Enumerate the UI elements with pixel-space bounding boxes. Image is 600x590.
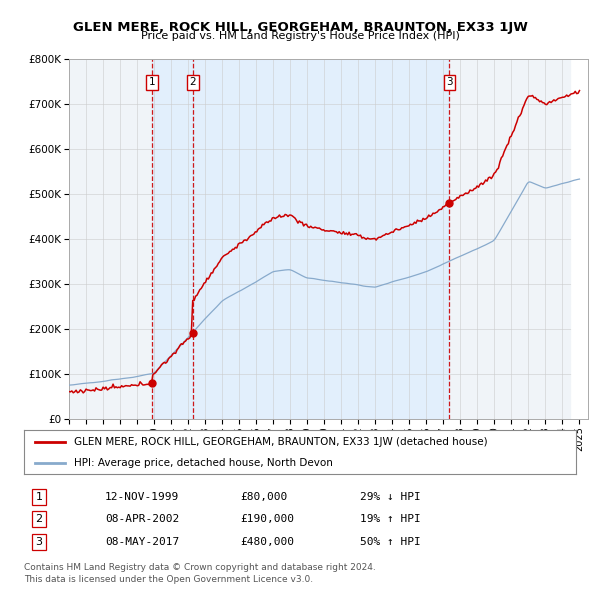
Bar: [193, 59, 449, 419]
Text: 2: 2: [35, 514, 43, 524]
Text: 1: 1: [35, 492, 43, 502]
Text: £480,000: £480,000: [240, 537, 294, 546]
Text: £190,000: £190,000: [240, 514, 294, 524]
Text: 1: 1: [149, 77, 155, 87]
Text: This data is licensed under the Open Government Licence v3.0.: This data is licensed under the Open Gov…: [24, 575, 313, 584]
Text: 29% ↓ HPI: 29% ↓ HPI: [360, 492, 421, 502]
Text: £80,000: £80,000: [240, 492, 287, 502]
Text: 12-NOV-1999: 12-NOV-1999: [105, 492, 179, 502]
Text: 3: 3: [446, 77, 453, 87]
Text: 08-MAY-2017: 08-MAY-2017: [105, 537, 179, 546]
Text: GLEN MERE, ROCK HILL, GEORGEHAM, BRAUNTON, EX33 1JW (detached house): GLEN MERE, ROCK HILL, GEORGEHAM, BRAUNTO…: [74, 437, 487, 447]
Text: 08-APR-2002: 08-APR-2002: [105, 514, 179, 524]
Text: 19% ↑ HPI: 19% ↑ HPI: [360, 514, 421, 524]
Text: 50% ↑ HPI: 50% ↑ HPI: [360, 537, 421, 546]
Bar: [571, 59, 588, 419]
Text: 3: 3: [35, 537, 43, 546]
Text: 2: 2: [190, 77, 196, 87]
Text: GLEN MERE, ROCK HILL, GEORGEHAM, BRAUNTON, EX33 1JW: GLEN MERE, ROCK HILL, GEORGEHAM, BRAUNTO…: [73, 21, 527, 34]
Text: Contains HM Land Registry data © Crown copyright and database right 2024.: Contains HM Land Registry data © Crown c…: [24, 563, 376, 572]
Bar: [152, 59, 193, 419]
Text: HPI: Average price, detached house, North Devon: HPI: Average price, detached house, Nort…: [74, 458, 332, 468]
Text: Price paid vs. HM Land Registry's House Price Index (HPI): Price paid vs. HM Land Registry's House …: [140, 31, 460, 41]
